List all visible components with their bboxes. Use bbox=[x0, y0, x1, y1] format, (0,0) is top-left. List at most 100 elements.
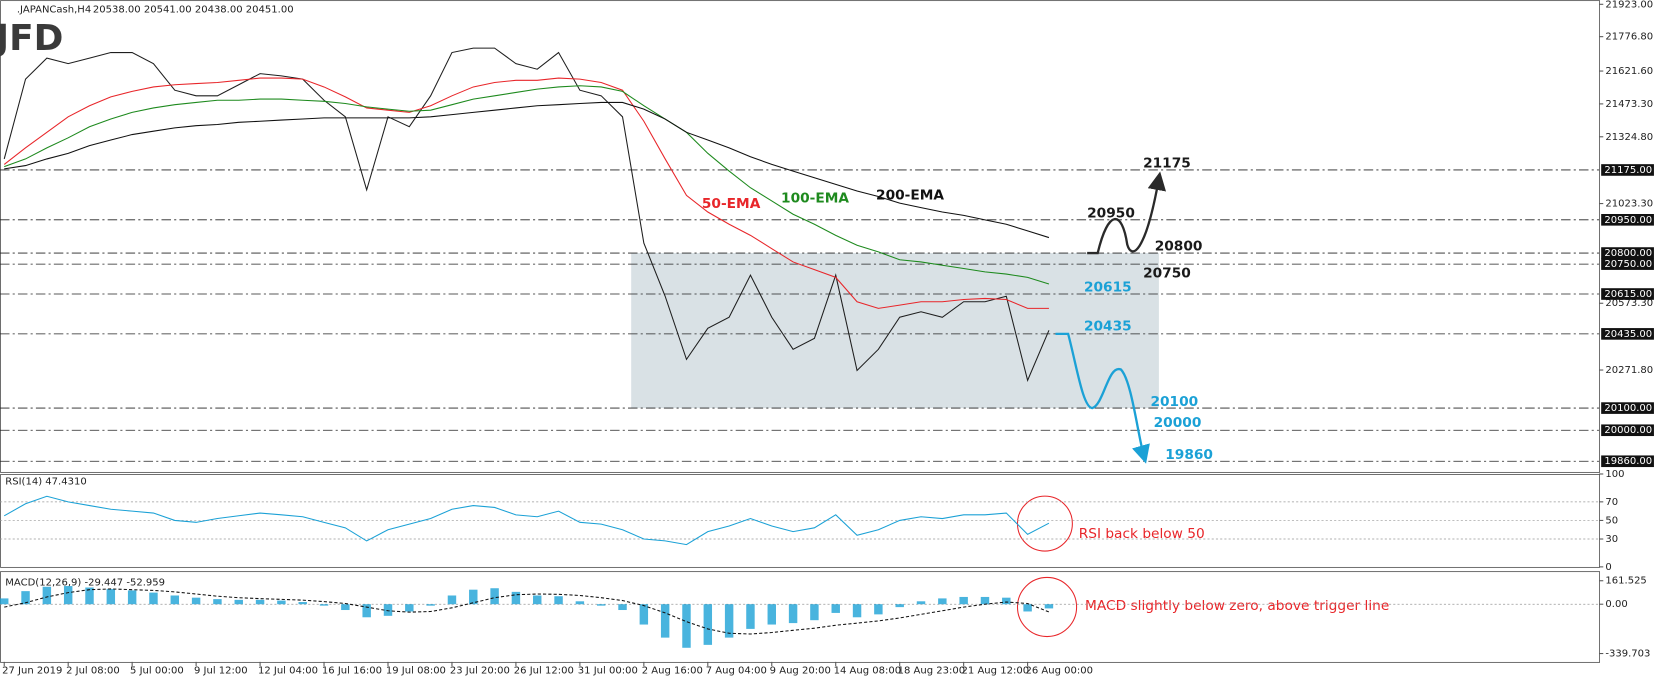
x-tick-label: 5 Jul 00:00 bbox=[130, 665, 184, 676]
level-label-bg bbox=[1601, 424, 1654, 437]
y-tick-label: 20573.30 bbox=[1605, 298, 1653, 309]
histogram-bar bbox=[0, 598, 9, 605]
level-label: 20800.00 bbox=[1604, 248, 1652, 259]
x-tick-label: 2 Jul 08:00 bbox=[66, 665, 120, 676]
y-tick-label: 21621.60 bbox=[1605, 66, 1653, 77]
y-tick-label: 30 bbox=[1605, 534, 1618, 545]
histogram-bar bbox=[277, 600, 286, 605]
projection-down bbox=[1055, 332, 1150, 464]
level-label: 20100.00 bbox=[1604, 403, 1652, 414]
y-tick-label: 21023.30 bbox=[1605, 199, 1653, 210]
level-annotation: 20750 bbox=[1143, 266, 1191, 282]
y-tick-label: 21776.80 bbox=[1605, 32, 1653, 43]
level-label-bg bbox=[1601, 247, 1654, 259]
rsi-annotation: RSI back below 50 bbox=[1079, 526, 1205, 542]
level-label: 21175.00 bbox=[1604, 165, 1652, 176]
histogram-bar bbox=[660, 604, 670, 638]
y-tick-label: -339.703 bbox=[1605, 649, 1650, 660]
histogram-bar bbox=[895, 604, 904, 608]
y-tick-label: 21473.30 bbox=[1605, 99, 1653, 110]
level-annotation: 20950 bbox=[1087, 205, 1135, 221]
histogram-bar bbox=[916, 601, 926, 605]
histogram-bar bbox=[405, 604, 414, 612]
y-tick-label: 21324.80 bbox=[1605, 132, 1653, 143]
x-tick-label: 14 Aug 08:00 bbox=[834, 665, 902, 676]
histogram-bar bbox=[682, 604, 691, 648]
histogram-bar bbox=[938, 598, 947, 605]
histogram-bar bbox=[234, 599, 243, 605]
series-line bbox=[3, 495, 1050, 546]
x-tick-label: 27 Jun 2019 bbox=[2, 665, 62, 676]
histogram-bar bbox=[596, 604, 606, 606]
ohlc: 20538.00 20541.00 20438.00 20451.00 bbox=[93, 5, 294, 16]
x-tick-label: 26 Aug 00:00 bbox=[1026, 665, 1094, 676]
series-label: 200-EMA bbox=[876, 187, 944, 203]
histogram-bar bbox=[980, 596, 990, 605]
histogram-bar bbox=[810, 604, 819, 621]
histogram-bar bbox=[42, 586, 52, 605]
series-label: 50-EMA bbox=[702, 196, 761, 212]
macd-panel bbox=[0, 571, 1601, 663]
histogram-bar bbox=[1002, 597, 1011, 605]
rsi-title: RSI(14) 47.4310 bbox=[5, 476, 86, 487]
chart-title: .JAPANCash,H4 bbox=[17, 5, 91, 16]
level-annotation: 20000 bbox=[1154, 415, 1202, 431]
histogram-bar bbox=[511, 591, 521, 605]
level-label-bg bbox=[1601, 214, 1654, 226]
histogram-bar bbox=[703, 604, 713, 645]
y-tick-label: 0 bbox=[1605, 562, 1611, 573]
level-label-bg bbox=[1601, 164, 1654, 176]
histogram-bar bbox=[639, 604, 649, 625]
histogram-bar bbox=[852, 604, 862, 618]
y-tick-label: 70 bbox=[1605, 497, 1618, 508]
series-line bbox=[3, 47, 1050, 383]
histogram-bar bbox=[191, 597, 201, 605]
histogram-bar bbox=[149, 592, 158, 605]
level-annotation: 19860 bbox=[1165, 447, 1213, 463]
histogram-bar bbox=[383, 604, 393, 616]
histogram-bar bbox=[618, 604, 627, 611]
series-line bbox=[4, 101, 1050, 239]
level-label: 19860.00 bbox=[1604, 456, 1652, 467]
histogram-bar bbox=[213, 599, 222, 605]
x-tick-label: 23 Jul 20:00 bbox=[450, 665, 510, 676]
level-annotation: 20800 bbox=[1155, 239, 1203, 255]
y-tick-label: 0.00 bbox=[1605, 599, 1627, 610]
level-label-bg bbox=[1601, 258, 1654, 270]
range-box bbox=[631, 253, 1159, 409]
histogram-bar bbox=[1044, 604, 1054, 609]
x-tick-label: 9 Aug 20:00 bbox=[770, 665, 831, 676]
x-tick-label: 19 Jul 08:00 bbox=[386, 665, 446, 676]
level-label: 20615.00 bbox=[1604, 289, 1652, 300]
histogram-bar bbox=[362, 604, 371, 618]
histogram-bar bbox=[490, 588, 499, 605]
x-tick-label: 18 Aug 23:00 bbox=[898, 665, 966, 676]
series-label: 100-EMA bbox=[781, 191, 849, 207]
level-annotation: 20100 bbox=[1150, 394, 1198, 410]
level-label: 20435.00 bbox=[1604, 329, 1652, 340]
y-tick-label: 161.525 bbox=[1605, 576, 1646, 587]
histogram-bar bbox=[533, 595, 542, 605]
x-tick-label: 7 Aug 04:00 bbox=[706, 665, 767, 676]
histogram-bar bbox=[319, 604, 329, 606]
macd-circle bbox=[1016, 576, 1078, 638]
histogram-bar bbox=[170, 595, 180, 605]
level-annotation: 21175 bbox=[1143, 156, 1191, 172]
series-line bbox=[3, 77, 1049, 309]
x-tick-label: 12 Jul 04:00 bbox=[258, 665, 318, 676]
histogram-bar bbox=[106, 588, 116, 605]
y-tick-label: 21923.00 bbox=[1605, 0, 1653, 10]
level-label: 20000.00 bbox=[1604, 425, 1652, 436]
histogram-bar bbox=[831, 604, 840, 613]
histogram-bar bbox=[746, 604, 755, 629]
x-tick-label: 16 Jul 16:00 bbox=[322, 665, 382, 676]
x-tick-label: 31 Jul 00:00 bbox=[578, 665, 638, 676]
histogram-bar bbox=[767, 604, 776, 625]
histogram-bar bbox=[341, 604, 350, 611]
x-tick-label: 2 Aug 16:00 bbox=[642, 665, 703, 676]
main-panel bbox=[0, 0, 1601, 473]
y-tick-label: 100 bbox=[1605, 469, 1624, 480]
y-tick-label: 50 bbox=[1605, 515, 1618, 526]
